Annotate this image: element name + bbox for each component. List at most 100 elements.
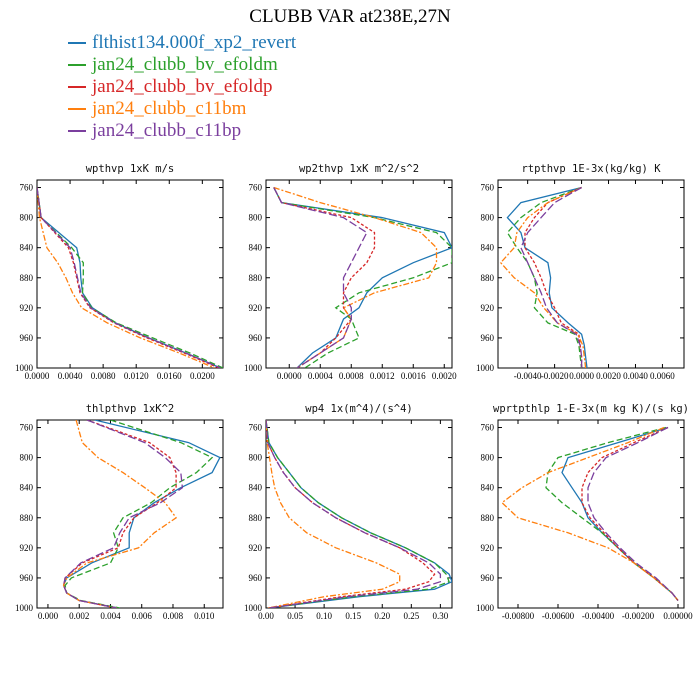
legend-entry: jan24_clubb_c11bp [68,120,296,142]
x-tick-label: 0.002 [69,611,89,621]
series-line [37,187,221,368]
x-tick-label: 0.0004 [308,371,333,381]
y-tick-label: 920 [249,303,263,313]
y-tick-label: 840 [249,243,263,253]
legend-label: jan24_clubb_bv_efoldm [92,54,278,75]
y-tick-label: 880 [481,513,495,523]
x-tick-label: 0.10 [316,611,332,621]
x-tick-label: -0.00200 [622,611,655,621]
chart-panel: wpthvp 1xK m/s76080084088092096010000.00… [15,163,224,381]
x-tick-label: -0.00400 [582,611,615,621]
y-tick-label: 960 [249,333,263,343]
x-tick-label: 0.0200 [190,371,215,381]
x-tick-label: 0.0080 [91,371,116,381]
y-tick-label: 960 [481,333,495,343]
y-tick-label: 880 [481,273,495,283]
legend-swatch [68,108,86,110]
x-tick-label: 0.05 [287,611,303,621]
y-tick-label: 880 [20,513,34,523]
y-tick-label: 760 [20,183,34,193]
x-tick-label: 0.0020 [432,371,457,381]
legend-label: jan24_clubb_c11bm [92,98,247,119]
x-tick-label: 0.000 [38,611,59,621]
y-tick-label: 960 [249,573,263,583]
panel-title: wp2thvp 1xK m^2/s^2 [299,163,419,175]
series-line [62,420,184,608]
x-tick-label: 0.0008 [339,371,364,381]
panel-title: thlpthvp 1xK^2 [86,403,175,415]
y-tick-label: 920 [20,303,34,313]
legend-swatch [68,42,86,44]
y-tick-label: 1000 [15,603,34,613]
y-tick-label: 1000 [476,603,495,613]
x-tick-label: 0.0000 [569,371,594,381]
y-tick-label: 1000 [244,603,263,613]
y-tick-label: 800 [249,213,263,223]
y-tick-label: 840 [249,483,263,493]
series-line [37,187,215,368]
y-tick-label: 1000 [15,363,34,373]
figure-title: CLUBB VAR at238E,27N [249,6,451,27]
series-line [506,186,588,368]
legend-label: flthist134.000f_xp2_revert [92,32,297,53]
y-tick-label: 840 [481,243,495,253]
legend-swatch [68,130,86,132]
x-tick-label: 0.010 [194,611,215,621]
series-line [266,420,452,608]
y-tick-label: 880 [249,273,263,283]
x-tick-label: 0.0000 [277,371,302,381]
y-tick-label: 760 [481,183,495,193]
y-tick-label: 960 [481,573,495,583]
panel-title: wp4 1x(m^4)/(s^4) [305,403,412,415]
panel-title: rtpthvp 1E-3x(kg/kg) K [521,163,661,175]
legend-label: jan24_clubb_bv_efoldp [92,76,273,97]
series-line [266,420,442,608]
legend-entry: jan24_clubb_c11bm [68,98,296,120]
series-line [506,186,583,368]
plot-frame [36,179,224,369]
x-tick-label: -0.00800 [502,611,535,621]
x-tick-label: 0.0160 [157,371,182,381]
series-line [266,420,450,608]
series-line [37,187,221,368]
chart-panel: thlpthvp 1xK^2 760 800 840 880 920 960 1000 0.00… [15,403,224,621]
y-tick-label: 840 [20,483,34,493]
series-line [545,426,679,601]
panel-title: wprtpthlp 1-E-3x(m kg K)/(s kg) [493,403,689,415]
x-tick-label: 0.0000 [25,371,50,381]
y-tick-label: 1000 [476,363,495,373]
x-tick-label: 0.006 [132,611,153,621]
plot-frame [497,179,685,369]
x-tick-label: 0.25 [403,611,419,621]
y-tick-label: 840 [481,483,495,493]
y-tick-label: 800 [20,453,34,463]
x-tick-label: 0.0040 [58,371,83,381]
series-line [273,187,368,368]
series-line [499,186,587,368]
series-line [587,426,679,601]
series-line [266,420,436,608]
chart-panel: wp2thvp 1xK m^2/s^2 760 800 840 880 920 960 100… [244,163,457,381]
x-tick-label: -0.00600 [542,611,575,621]
series-line [561,426,679,601]
x-tick-label: -0.0020 [541,371,569,381]
x-tick-label: 0.004 [100,611,121,621]
x-tick-label: 0.0120 [124,371,149,381]
x-tick-label: 0.0012 [370,371,395,381]
y-tick-label: 800 [481,213,495,223]
y-tick-label: 760 [249,423,263,433]
y-tick-label: 1000 [244,363,263,373]
chart-panel: wp4 1x(m^4)/(s^4)76080084088092096010000… [244,403,453,621]
series-line [62,420,178,608]
legend-entry: flthist134.000f_xp2_revert [68,32,296,54]
y-tick-label: 760 [20,423,34,433]
series-line [37,187,223,368]
y-tick-label: 800 [481,453,495,463]
series-line [266,420,401,608]
y-tick-label: 920 [481,303,495,313]
y-tick-label: 880 [249,513,263,523]
series-line [62,420,221,608]
legend-swatch [68,64,86,66]
y-tick-label: 920 [20,543,34,553]
